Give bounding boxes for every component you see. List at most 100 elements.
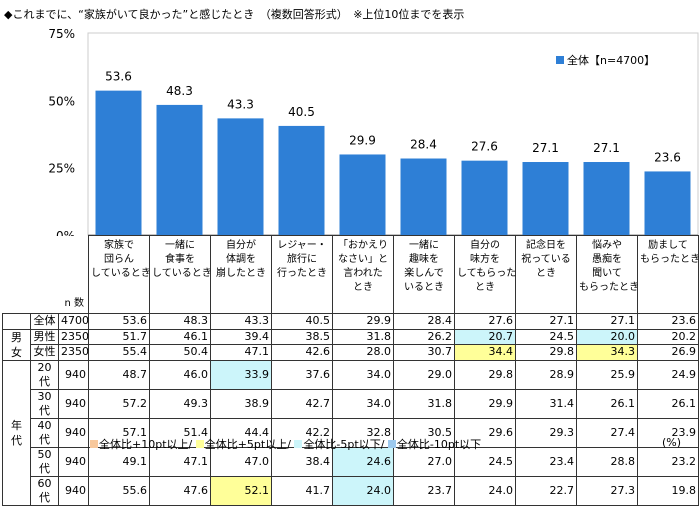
legend-swatch <box>556 56 564 64</box>
cell-value: 34.4 <box>454 344 517 361</box>
column-header: 「おかえり なさい」と 言われた とき <box>332 235 395 314</box>
bar <box>278 125 325 235</box>
cell-value: 27.1 <box>515 313 578 330</box>
cell-value: 31.4 <box>515 388 578 419</box>
bar-value-label: 23.6 <box>654 150 681 164</box>
unit-label: (%) <box>662 436 682 449</box>
bar <box>95 90 142 236</box>
n-value: 940 <box>57 446 90 477</box>
plus10-swatch <box>90 440 98 448</box>
cell-value: 31.8 <box>393 388 456 419</box>
cell-value: 29.8 <box>515 344 578 361</box>
cell-value: 41.7 <box>271 475 334 506</box>
bar-value-label: 43.3 <box>227 97 254 111</box>
cell-value: 38.5 <box>271 328 334 345</box>
cell-value: 20.2 <box>637 328 700 345</box>
cell-value: 47.1 <box>210 344 273 361</box>
y-tick-label: 50% <box>48 94 75 108</box>
plus5-swatch <box>195 440 204 448</box>
cell-value: 55.6 <box>88 475 151 506</box>
column-header: 自分の 味方を してもらった とき <box>454 235 516 314</box>
cell-value: 29.0 <box>393 359 456 390</box>
cell-value: 23.7 <box>393 475 456 506</box>
cell-value: 30.7 <box>393 344 456 361</box>
column-header: 自分が 体調を 崩したとき <box>210 235 273 314</box>
group-label: 男女 <box>2 328 31 361</box>
row-label: 女性 <box>30 344 59 361</box>
bar <box>461 160 508 235</box>
header-row: n 数家族で 団らん しているとき 一緒に 食事を しているとき 自分が 体調を 崩… <box>2 235 700 314</box>
cell-value: 42.6 <box>271 344 334 361</box>
bar-value-label: 53.6 <box>105 70 132 84</box>
bar <box>400 158 447 235</box>
n-value: 940 <box>57 388 90 419</box>
n-value: 4700 <box>57 313 90 330</box>
cell-value: 20.0 <box>576 328 639 345</box>
bar-value-label: 27.6 <box>471 140 498 154</box>
cell-value: 46.1 <box>149 328 212 345</box>
cell-value: 26.1 <box>637 388 700 419</box>
legend-plus10: 全体比+10pt以上/ <box>99 438 193 451</box>
data-table: n 数家族で 団らん しているとき 一緒に 食事を しているとき 自分が 体調を 崩… <box>2 235 700 506</box>
cell-value: 20.7 <box>454 328 517 345</box>
cell-value: 28.4 <box>393 313 456 330</box>
table-row: 女性 2350 55.4 50.4 47.1 42.6 28.0 30.7 34.4 29.8 34… <box>3 344 700 361</box>
n-value: 2350 <box>57 344 90 361</box>
cell-value: 53.6 <box>88 313 151 330</box>
cell-value: 24.5 <box>515 328 578 345</box>
cell-value: 34.0 <box>332 388 395 419</box>
minus10-swatch <box>387 440 396 448</box>
cell-value: 25.9 <box>576 359 639 390</box>
cell-value: 34.3 <box>576 344 639 361</box>
bar-value-label: 29.9 <box>349 133 376 147</box>
table-row: 30代 940 57.2 49.3 38.9 42.7 34.0 31.8 29.9 31.4 26… <box>3 388 700 419</box>
table-row: 年代 20代 940 48.7 46.0 33.9 37.6 34.0 29.0 29.8 28.9… <box>2 359 700 506</box>
table-row: 60代 940 55.6 47.6 52.1 41.7 24.0 23.7 24.0 22.7 27… <box>3 475 700 506</box>
cell-value: 27.4 <box>576 417 639 448</box>
cell-value: 29.9 <box>454 388 517 419</box>
cell-value: 28.8 <box>576 446 639 477</box>
column-header: 一緒に 食事を しているとき <box>149 235 212 314</box>
cell-value: 55.4 <box>88 344 151 361</box>
bar-value-label: 40.5 <box>288 105 315 119</box>
cell-value: 44.4 <box>210 417 273 448</box>
cell-value: 51.7 <box>88 328 151 345</box>
row-label: 30代 <box>30 388 59 419</box>
cell-value: 46.0 <box>149 359 212 390</box>
cell-value: 28.0 <box>332 344 395 361</box>
column-header: 一緒に 趣味を 楽しんで いるとき <box>393 235 456 314</box>
cell-value: 48.3 <box>149 313 212 330</box>
cell-value: 37.6 <box>271 359 334 390</box>
bar <box>156 104 203 235</box>
cell-value: 22.7 <box>515 475 578 506</box>
table-row: 男女男性 2350 51.7 46.1 39.4 38.5 31.8 26.2 20.7 24.5… <box>2 328 700 361</box>
cell-value: 40.5 <box>271 313 334 330</box>
cell-value: 50.4 <box>149 344 212 361</box>
cell-value: 29.3 <box>515 417 578 448</box>
y-tick-label: 25% <box>48 162 75 176</box>
cell-value: 23.4 <box>515 446 578 477</box>
row-label: 男性 <box>30 328 59 345</box>
cell-value: 26.2 <box>393 328 456 345</box>
column-header: 家族で 団らん しているとき <box>88 235 151 314</box>
row-label: 全体 <box>30 313 59 330</box>
cell-value: 28.9 <box>515 359 578 390</box>
row-label: 20代 <box>30 359 59 390</box>
n-label: n 数 <box>64 298 85 309</box>
chart-title: ◆これまでに、“家族がいて良かった”と感じたとき （複数回答形式） ※上位10位… <box>4 8 465 21</box>
row-label: 50代 <box>30 446 59 477</box>
cell-value: 26.1 <box>576 388 639 419</box>
column-header: レジャー・ 旅行に 行ったとき <box>271 235 334 314</box>
cell-value: 24.0 <box>454 475 517 506</box>
cell-value: 27.1 <box>576 313 639 330</box>
bar <box>217 118 264 235</box>
highlight-legend: 全体比+10pt以上/ 全体比+5pt以上/ 全体比-5pt以下/ 全体比-10… <box>90 436 481 452</box>
n-value: 2350 <box>57 328 90 345</box>
cell-value: 57.2 <box>88 388 151 419</box>
y-tick-label: 0% <box>56 229 75 236</box>
n-value: 940 <box>57 359 90 390</box>
legend-plus5: 全体比+5pt以上/ <box>204 438 291 451</box>
group-label: 年代 <box>2 359 31 506</box>
bar <box>522 162 569 235</box>
cell-value: 24.9 <box>637 359 700 390</box>
